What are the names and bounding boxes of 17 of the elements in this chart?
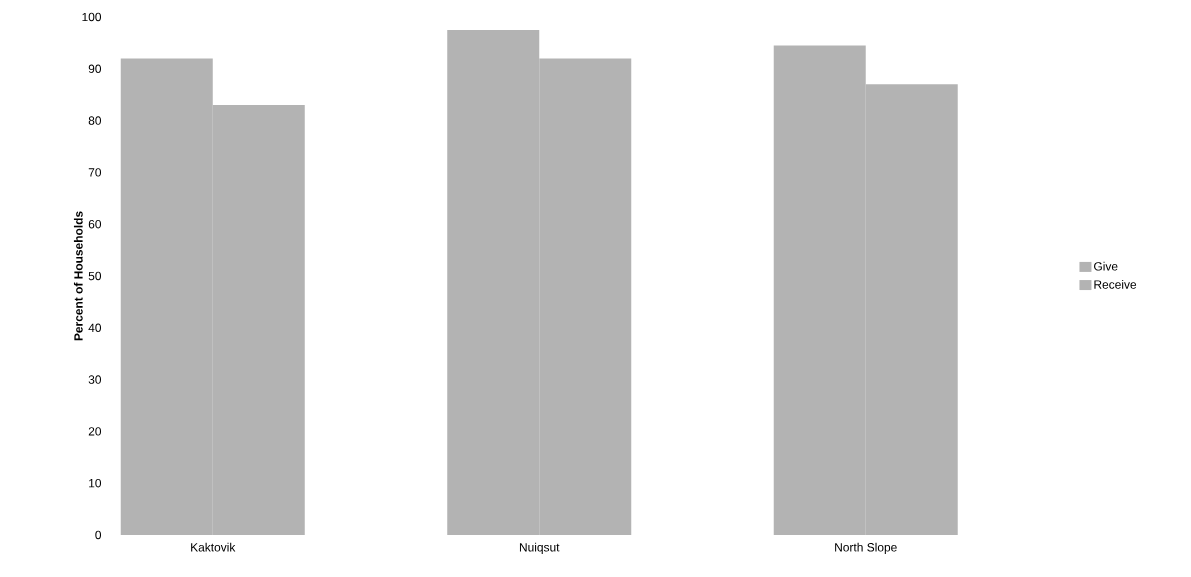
legend-label: Receive bbox=[1094, 279, 1137, 289]
y-tick-label: 20 bbox=[88, 427, 102, 436]
y-tick-label: 50 bbox=[88, 271, 102, 281]
y-tick-label: 40 bbox=[88, 323, 102, 333]
y-tick-label: 30 bbox=[88, 375, 102, 384]
y-tick-label: 0 bbox=[95, 530, 102, 540]
y-axis-title: Percent of Households bbox=[73, 211, 83, 341]
x-tick-label: North Slope bbox=[835, 542, 897, 554]
y-tick-label: 60 bbox=[88, 219, 102, 229]
x-tick-label: Kaktovik bbox=[191, 542, 236, 552]
x-tick-label: Nuiqsut bbox=[519, 542, 560, 554]
y-tick-label: 100 bbox=[82, 12, 102, 22]
y-tick-label: 80 bbox=[88, 116, 102, 125]
y-tick-label: 70 bbox=[88, 168, 102, 177]
legend-label: Give bbox=[1094, 261, 1118, 271]
y-tick-label: 90 bbox=[88, 64, 102, 74]
y-tick-label: 10 bbox=[89, 478, 102, 488]
